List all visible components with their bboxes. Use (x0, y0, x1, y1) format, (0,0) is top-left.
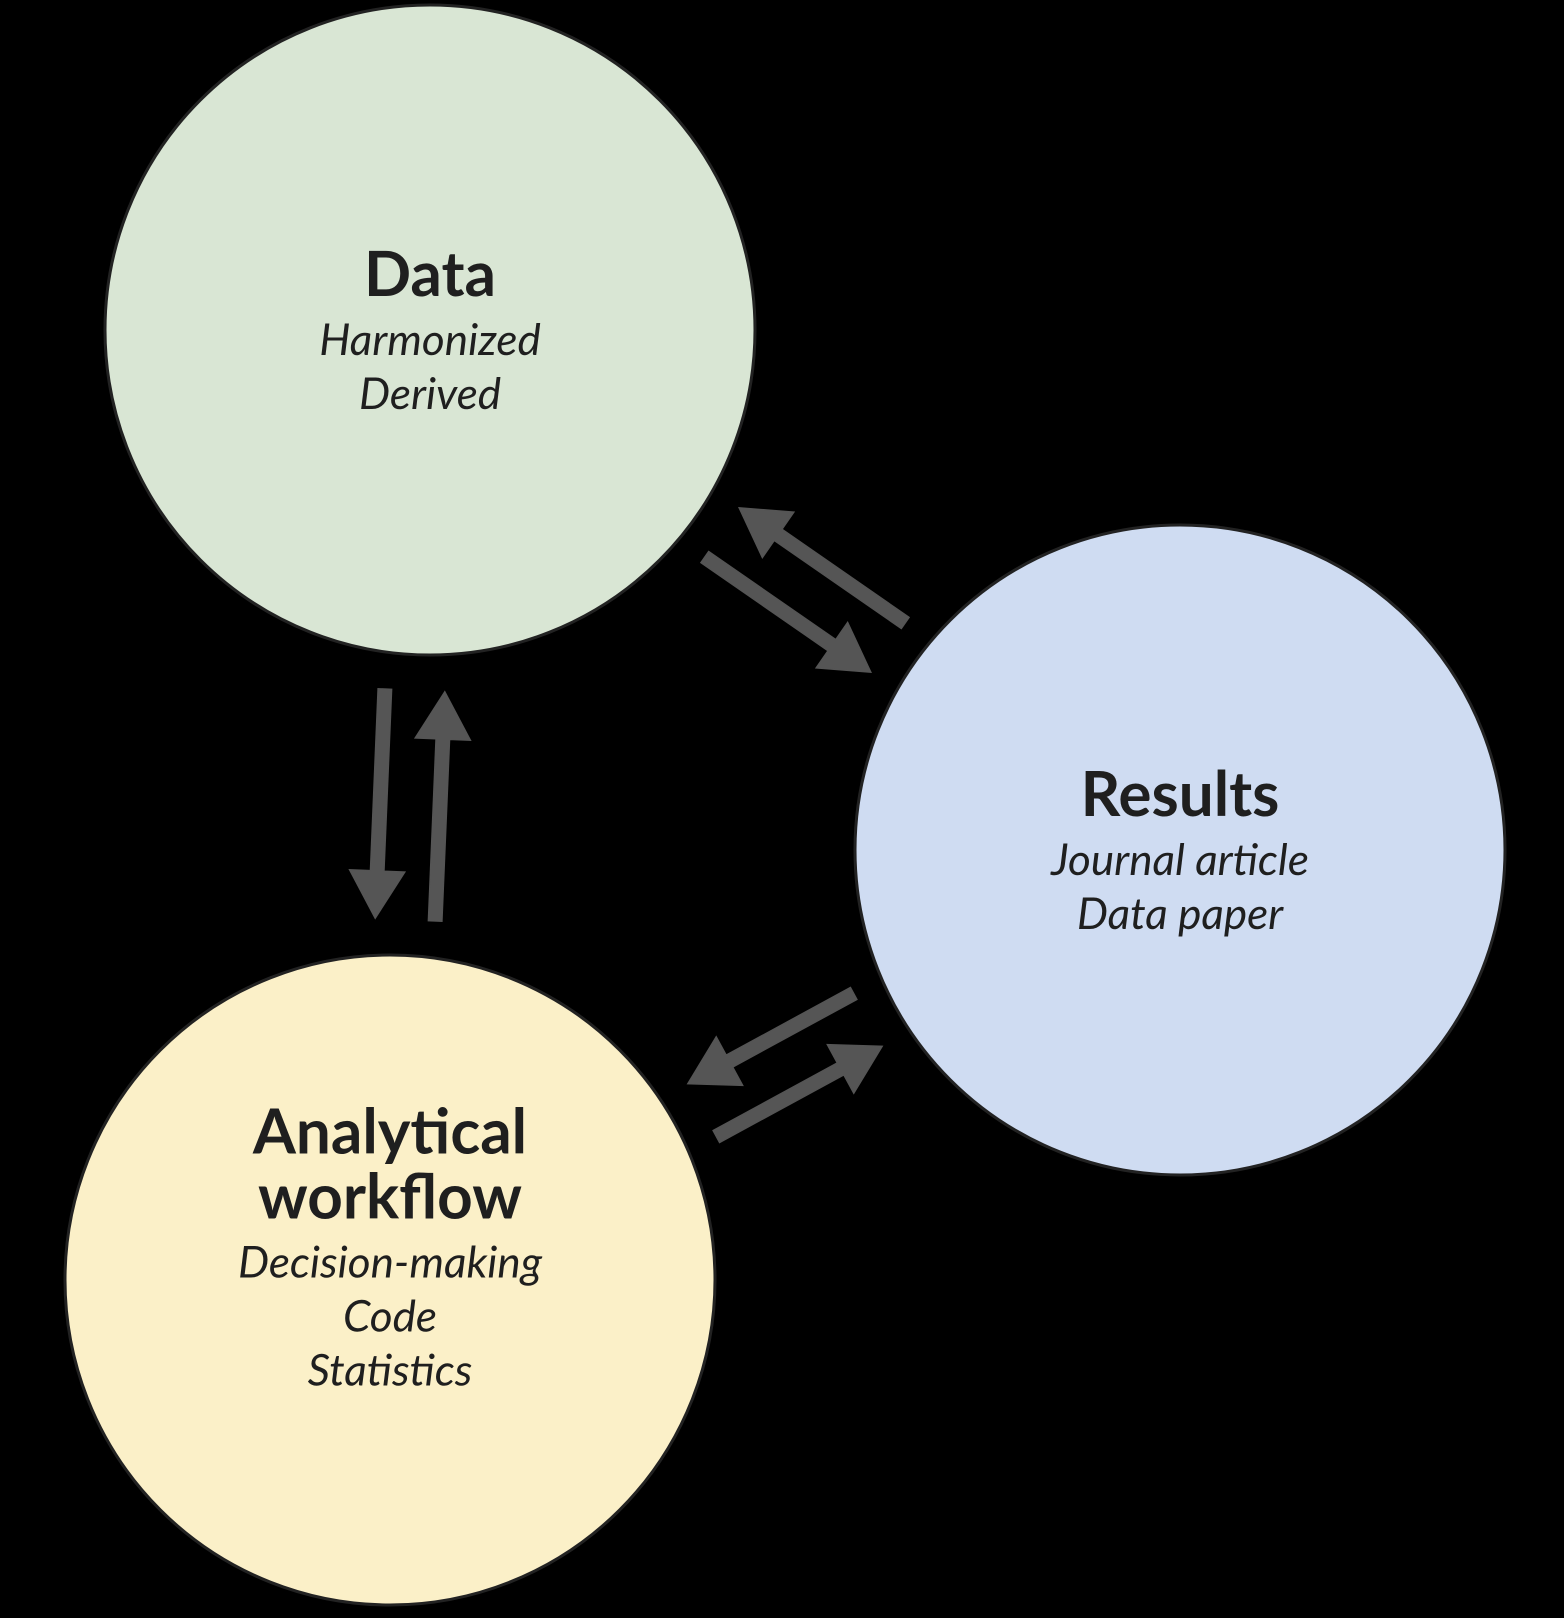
arrow-icon (415, 691, 471, 921)
node-results-sub: Data paper (1077, 887, 1284, 939)
node-workflow-sub: Statistics (308, 1344, 473, 1396)
node-results-title: Results (1081, 756, 1280, 830)
node-results: ResultsJournal articleData paper (855, 525, 1505, 1175)
node-data-sub: Harmonized (319, 313, 541, 365)
arrow-icon (739, 508, 910, 629)
node-data-title: Data (364, 236, 496, 310)
node-workflow-sub: Code (343, 1290, 437, 1342)
node-workflow: AnalyticalworkflowDecision-makingCodeSta… (65, 955, 715, 1605)
node-workflow-title: workflow (258, 1158, 522, 1232)
node-data: DataHarmonizedDerived (105, 5, 755, 655)
node-workflow-sub: Decision-making (238, 1236, 543, 1288)
arrow-icon (349, 689, 405, 919)
node-results-sub: Journal article (1050, 833, 1309, 885)
arrow-icon (701, 551, 872, 672)
node-data-sub: Derived (359, 367, 501, 419)
node-workflow-title: Analytical (252, 1093, 527, 1167)
